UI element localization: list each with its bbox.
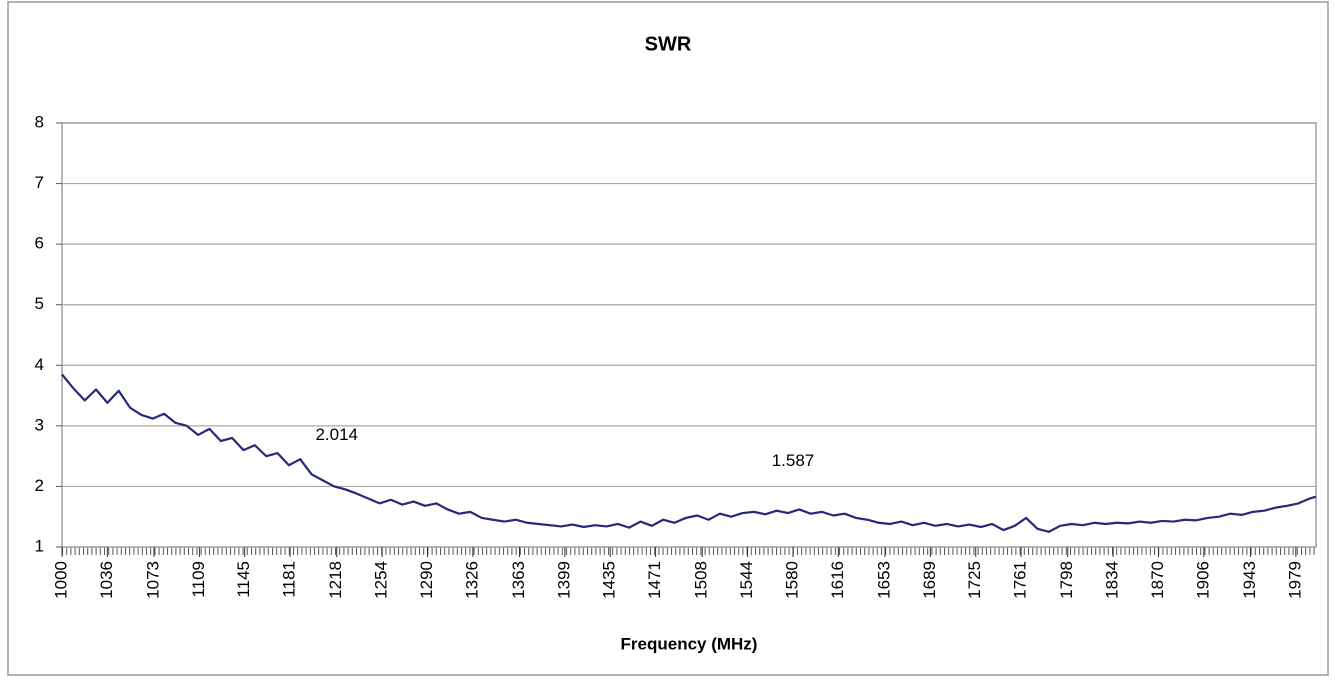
x-tick-label: 1363 bbox=[509, 561, 528, 599]
x-tick-label: 1218 bbox=[326, 561, 345, 599]
x-tick-label: 1979 bbox=[1285, 561, 1304, 599]
y-tick-label: 5 bbox=[35, 294, 44, 313]
chart-title: SWR bbox=[645, 33, 692, 55]
x-tick-label: 1761 bbox=[1011, 561, 1030, 599]
minor-ticks bbox=[62, 547, 1316, 555]
data-line bbox=[61, 373, 1317, 533]
x-tick-label: 1036 bbox=[97, 561, 116, 599]
x-tick-label: 1073 bbox=[143, 561, 162, 599]
data-label: 1.587 bbox=[772, 451, 815, 470]
x-tick-label: 1580 bbox=[782, 561, 801, 599]
x-tick-label: 1000 bbox=[51, 561, 70, 599]
x-tick-label: 1689 bbox=[920, 561, 939, 599]
y-tick-label: 3 bbox=[35, 415, 44, 434]
x-tick-label: 1616 bbox=[828, 561, 847, 599]
x-tick-label: 1181 bbox=[280, 561, 299, 598]
data-label: 2.014 bbox=[315, 425, 358, 444]
y-tick-label: 7 bbox=[35, 173, 44, 192]
x-tick-label: 1435 bbox=[600, 561, 619, 599]
x-tick-label: 1254 bbox=[372, 561, 391, 599]
y-tick-label: 4 bbox=[35, 355, 44, 374]
x-tick-label: 1399 bbox=[554, 561, 573, 599]
x-tick-label: 1870 bbox=[1148, 561, 1167, 599]
x-axis-title: Frequency (MHz) bbox=[621, 634, 758, 653]
x-tick-label: 1290 bbox=[417, 561, 436, 599]
x-tick-label: 1109 bbox=[189, 561, 208, 598]
x-tick-label: 1834 bbox=[1103, 561, 1122, 599]
x-tick-label: 1471 bbox=[645, 561, 664, 599]
x-tick-label: 1906 bbox=[1193, 561, 1212, 599]
x-tick-label: 1145 bbox=[234, 561, 253, 598]
x-tick-label: 1653 bbox=[874, 561, 893, 599]
x-tick-label: 1508 bbox=[692, 561, 711, 599]
y-tick-label: 2 bbox=[35, 476, 44, 495]
x-tick-label: 1798 bbox=[1057, 561, 1076, 599]
y-tick-label: 8 bbox=[35, 112, 44, 131]
x-tick-label: 1943 bbox=[1240, 561, 1259, 599]
x-tick-label: 1544 bbox=[737, 561, 756, 599]
plot-area bbox=[61, 122, 1317, 548]
y-tick-label: 6 bbox=[35, 234, 44, 253]
x-tick-label: 1725 bbox=[965, 561, 984, 599]
x-tick-label: 1326 bbox=[462, 561, 481, 599]
y-tick-label: 1 bbox=[35, 536, 44, 555]
